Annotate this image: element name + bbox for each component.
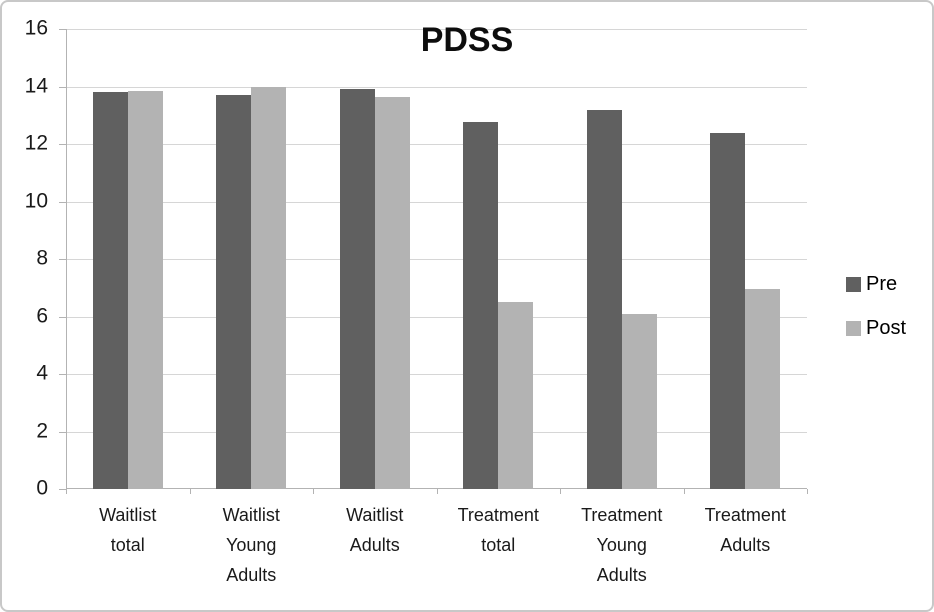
gridline <box>66 201 807 203</box>
x-axis-category-label: Treatment Adults <box>704 505 786 555</box>
x-axis-tick <box>189 489 191 494</box>
gridline <box>66 144 807 145</box>
x-axis-tick <box>66 489 67 494</box>
x-axis-tick <box>560 489 561 494</box>
y-axis-tick-labels: 0 2 4 6 8 10 12 14 16 <box>2 17 48 500</box>
y-axis-tick <box>59 489 66 490</box>
legend-item-post: Post <box>846 317 906 340</box>
bar-post <box>498 302 534 489</box>
bar-group <box>66 29 190 489</box>
y-axis-line <box>66 29 67 494</box>
x-axis-tick <box>683 489 685 494</box>
y-axis-tick <box>59 29 66 30</box>
gridline <box>66 86 807 88</box>
y-axis-tick-label: 14 <box>24 74 48 98</box>
y-axis-tick <box>59 316 66 318</box>
y-axis-tick-label: 10 <box>24 189 48 213</box>
y-axis-tick <box>59 86 66 88</box>
legend-item-pre: Pre <box>846 273 906 296</box>
x-axis-category-label: Treatment total <box>457 505 539 555</box>
x-axis-tick <box>807 489 808 494</box>
y-axis-tick-label: 8 <box>36 246 48 270</box>
bar-post <box>745 289 781 489</box>
y-axis-tick <box>59 431 66 433</box>
bar-post <box>251 86 287 489</box>
x-axis-line <box>66 488 807 489</box>
x-axis-tick <box>313 489 314 494</box>
bar-pre <box>463 122 499 489</box>
y-axis-tick-label: 6 <box>36 304 48 328</box>
bar-group <box>190 29 314 489</box>
y-axis-tick-label: 0 <box>36 476 48 500</box>
x-axis-category-label: Waitlist Adults <box>346 505 404 555</box>
gridline <box>66 431 807 433</box>
legend-swatch-pre <box>846 277 861 292</box>
x-axis-category-labels: Waitlist total Waitlist Young Adults Waitl… <box>66 500 807 590</box>
bar-group <box>684 29 808 489</box>
gridline <box>66 259 807 260</box>
y-axis-tick-label: 4 <box>36 361 48 385</box>
legend-label: Post <box>866 317 907 339</box>
bar-groups <box>66 29 807 489</box>
y-axis-tick-label: 2 <box>36 419 48 443</box>
bar-group <box>560 29 684 489</box>
y-axis-tick <box>59 201 66 203</box>
y-axis-tick <box>59 374 66 375</box>
x-axis-tick <box>436 489 438 494</box>
y-axis-tick-label: 12 <box>24 131 48 155</box>
chart-title: PDSS <box>420 21 514 59</box>
bar-post <box>127 90 163 489</box>
legend-swatch-post <box>846 321 861 336</box>
bar-pre <box>586 109 622 489</box>
gridline <box>66 374 807 375</box>
bar-pre <box>92 92 128 489</box>
plot-area <box>59 29 808 494</box>
bar-post <box>621 313 657 489</box>
bar-pre <box>216 95 252 489</box>
bar-group <box>313 29 437 489</box>
y-axis-tick <box>59 144 66 145</box>
bar-group <box>437 29 561 489</box>
gridline <box>66 29 807 30</box>
x-axis-category-label: Waitlist Young Adults <box>222 505 280 585</box>
y-axis-tick <box>59 259 66 260</box>
gridline <box>66 316 807 318</box>
legend: Pre Post <box>846 273 906 340</box>
bar-post <box>374 96 410 489</box>
bar-pre <box>710 132 746 489</box>
x-axis-category-label: Waitlist total <box>99 505 157 555</box>
y-axis-tick-label: 16 <box>24 16 48 40</box>
legend-label: Pre <box>866 273 898 295</box>
bar-pre <box>339 89 375 489</box>
x-axis-category-label: Treatment Young Adults <box>581 505 663 585</box>
